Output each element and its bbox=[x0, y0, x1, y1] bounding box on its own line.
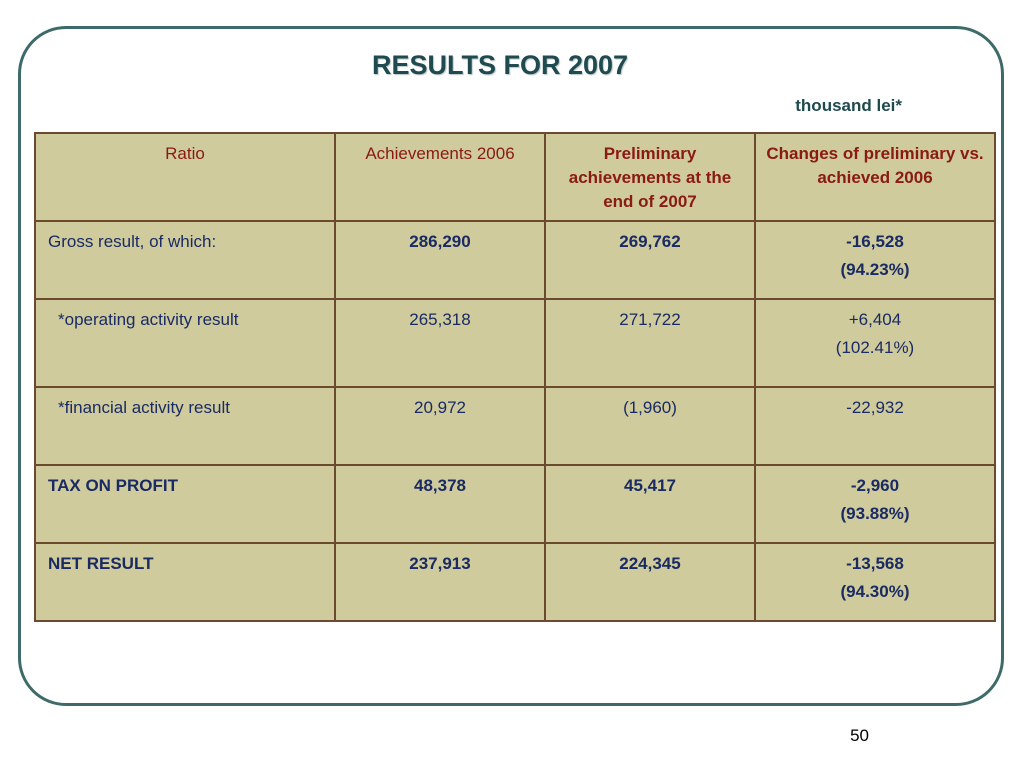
change-value: -13,568 bbox=[846, 554, 904, 573]
table-row: *financial activity result 20,972 (1,960… bbox=[34, 386, 996, 466]
change-percent: (93.88%) bbox=[840, 504, 910, 523]
header-row: Ratio Achievements 2006 Preliminary achi… bbox=[34, 132, 996, 222]
cell-2007: 224,345 bbox=[544, 542, 756, 622]
row-label: NET RESULT bbox=[34, 542, 336, 622]
table-row: Gross result, of which: 286,290 269,762 … bbox=[34, 220, 996, 300]
cell-2007: 269,762 bbox=[544, 220, 756, 300]
header-ratio: Ratio bbox=[34, 132, 336, 222]
cell-2006: 237,913 bbox=[334, 542, 546, 622]
page-number: 50 bbox=[850, 726, 869, 745]
table-row: TAX ON PROFIT 48,378 45,417 -2,960 (93.8… bbox=[34, 464, 996, 544]
change-value: +6,404 bbox=[848, 310, 902, 329]
cell-2006: 48,378 bbox=[334, 464, 546, 544]
row-label: TAX ON PROFIT bbox=[34, 464, 336, 544]
cell-change: -2,960 (93.88%) bbox=[754, 464, 996, 544]
header-achievements-2006: Achievements 2006 bbox=[334, 132, 546, 222]
cell-change: +6,404 (102.41%) bbox=[754, 298, 996, 388]
row-label: *financial activity result bbox=[34, 386, 336, 466]
cell-2006: 265,318 bbox=[334, 298, 546, 388]
header-preliminary-2007: Preliminary achievements at the end of 2… bbox=[544, 132, 756, 222]
change-value: -16,528 bbox=[846, 232, 904, 251]
row-label: Gross result, of which: bbox=[34, 220, 336, 300]
cell-2007: 271,722 bbox=[544, 298, 756, 388]
row-label: *operating activity result bbox=[34, 298, 336, 388]
cell-change: -22,932 bbox=[754, 386, 996, 466]
change-value: -2,960 bbox=[850, 476, 900, 495]
unit-note: thousand lei* bbox=[795, 96, 902, 115]
cell-change: -16,528 (94.23%) bbox=[754, 220, 996, 300]
cell-2007: (1,960) bbox=[544, 386, 756, 466]
cell-2007: 45,417 bbox=[544, 464, 756, 544]
change-percent: (94.23%) bbox=[840, 260, 910, 279]
cell-2006: 20,972 bbox=[334, 386, 546, 466]
header-changes: Changes of preliminary vs. achieved 2006 bbox=[754, 132, 996, 222]
table-row: NET RESULT 237,913 224,345 -13,568 (94.3… bbox=[34, 542, 996, 622]
slide-frame bbox=[18, 26, 1004, 706]
table-row: *operating activity result 265,318 271,7… bbox=[34, 298, 996, 388]
change-value: -22,932 bbox=[846, 398, 904, 417]
results-table: Ratio Achievements 2006 Preliminary achi… bbox=[34, 132, 996, 622]
slide-title: RESULTS FOR 2007 bbox=[371, 50, 629, 80]
cell-change: -13,568 (94.30%) bbox=[754, 542, 996, 622]
change-percent: (102.41%) bbox=[835, 338, 915, 357]
change-percent: (94.30%) bbox=[840, 582, 910, 601]
cell-2006: 286,290 bbox=[334, 220, 546, 300]
